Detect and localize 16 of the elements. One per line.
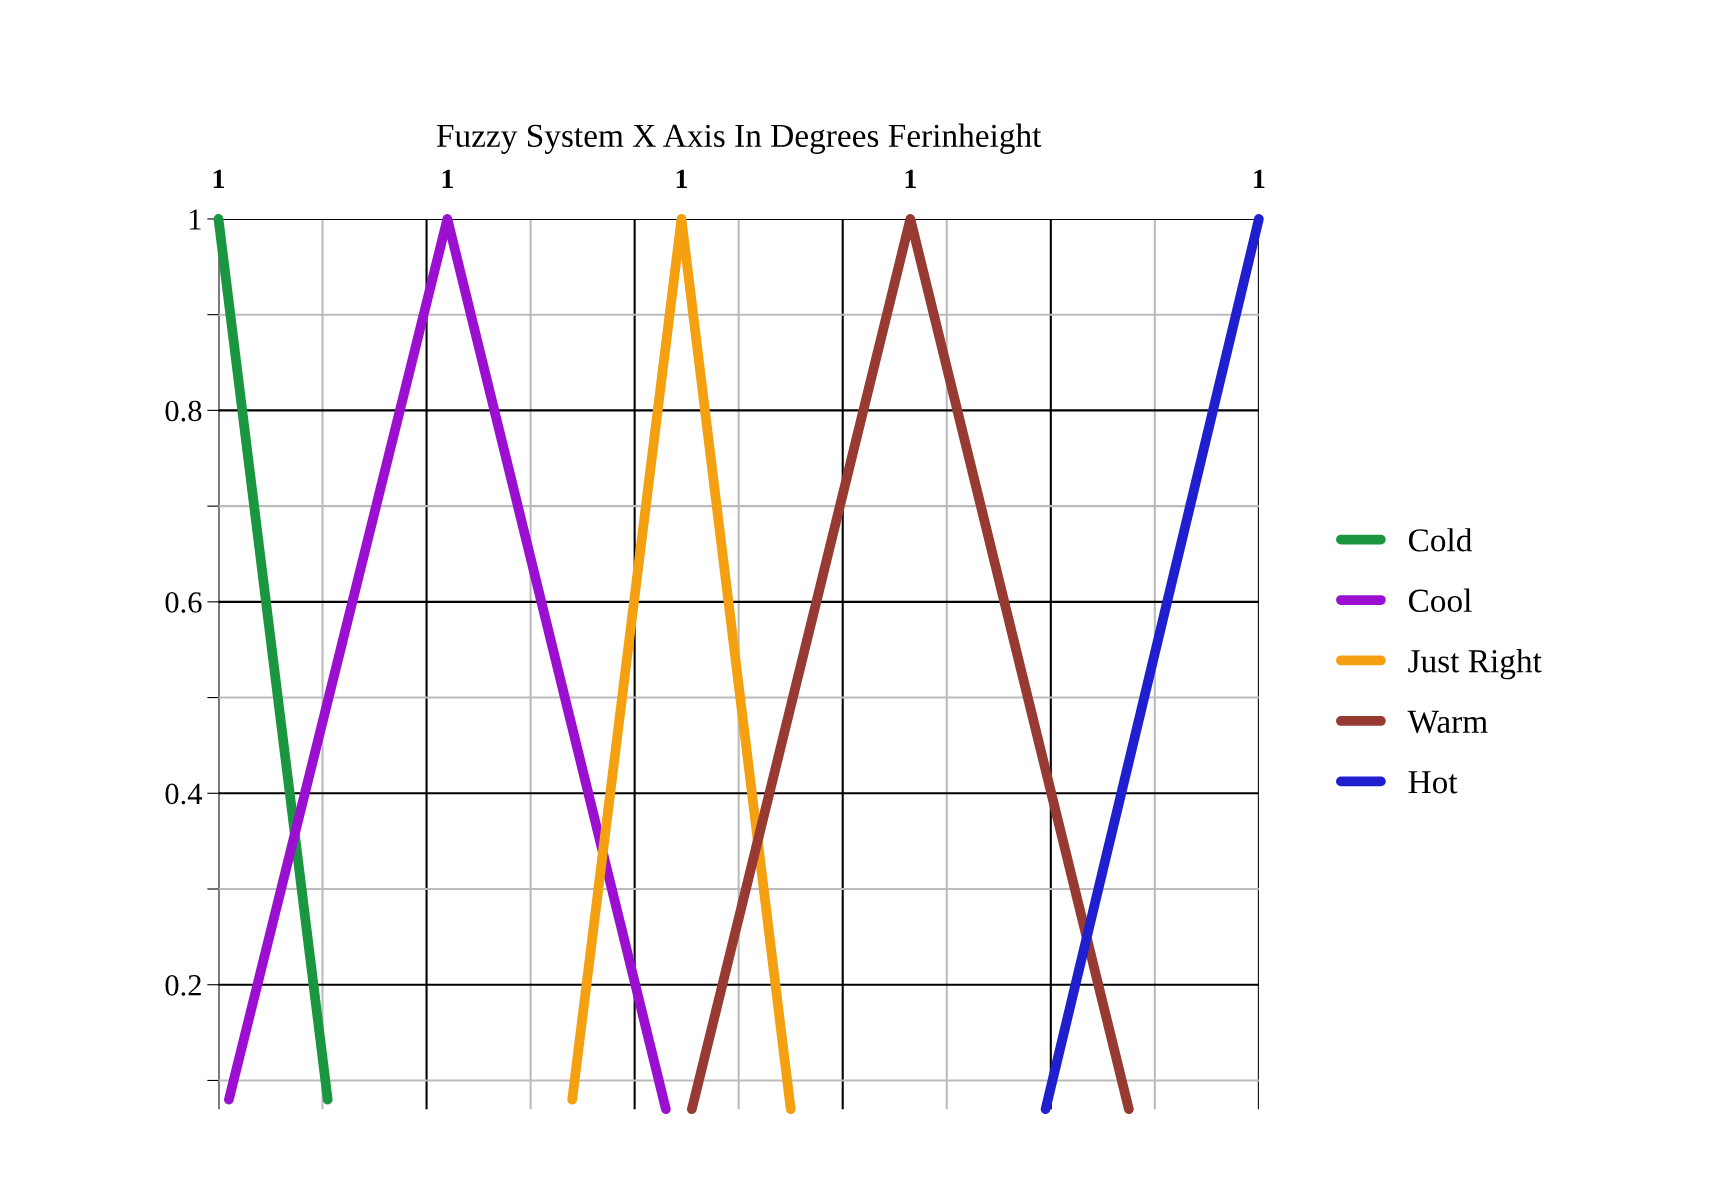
- legend-label: Hot: [1408, 771, 1458, 794]
- data-label: 1: [905, 169, 916, 189]
- data-label: 1: [213, 169, 224, 189]
- legend-label: Just Right: [1408, 649, 1542, 680]
- y-tick-label: 0.6: [165, 592, 202, 613]
- y-tick-label: 0.8: [165, 400, 202, 422]
- data-label: 1: [676, 169, 687, 189]
- data-label: 1: [1254, 169, 1265, 189]
- y-tick-label: 0.4: [165, 783, 203, 805]
- chart-title: Fuzzy System X Axis In Degrees Ferinheight: [436, 123, 1042, 154]
- legend-label: Cold: [1408, 528, 1472, 552]
- legend-label: Warm: [1407, 710, 1488, 734]
- y-tick-label: 1: [189, 209, 201, 230]
- legend-label: Cool: [1408, 588, 1472, 613]
- y-tick-label: 0.2: [165, 975, 201, 996]
- data-label: 1: [442, 169, 453, 189]
